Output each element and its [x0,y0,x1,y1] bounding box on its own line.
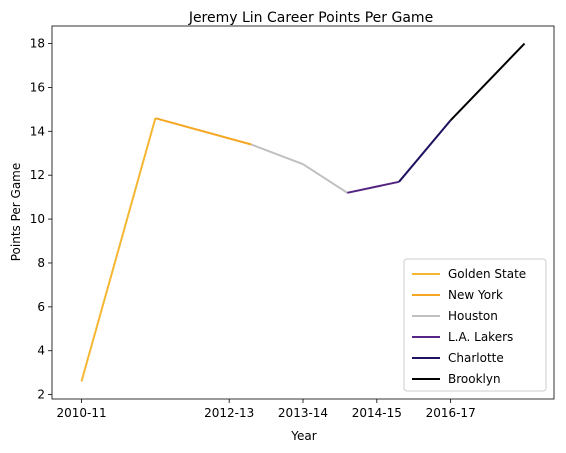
x-axis: 2010-11 2012-13 2013-14 2014-15 2016-17 [56,399,476,420]
y-tick-label: 18 [30,37,45,51]
y-axis: 2 4 6 8 10 12 14 16 18 [30,37,52,402]
y-tick-label: 12 [30,168,45,182]
legend: Golden State New York Houston L.A. Lakers Ch… [403,258,547,392]
series-line-3 [347,180,400,194]
y-tick-label: 2 [37,388,45,402]
y-tick-label: 4 [37,344,45,358]
y-tick-label: 6 [37,300,45,314]
series-line-1 [155,117,252,146]
x-tick-label: 2010-11 [56,406,106,420]
legend-label: L.A. Lakers [448,330,513,344]
x-axis-label: Year [290,429,316,443]
series-line-0 [80,117,157,382]
legend-label: Golden State [448,267,526,281]
legend-label: New York [448,288,503,302]
y-tick-label: 10 [30,212,45,226]
y-axis-label: Points Per Game [9,163,23,262]
legend-label: Houston [448,309,498,323]
y-tick-label: 16 [30,80,45,94]
series-line-5 [449,42,526,121]
plot-lines [80,42,526,382]
x-tick-label: 2013-14 [278,406,328,420]
y-tick-label: 14 [30,124,45,138]
legend-label: Brooklyn [448,372,501,386]
x-tick-label: 2016-17 [426,406,476,420]
x-tick-label: 2014-15 [352,406,402,420]
series-line-2 [250,143,348,194]
series-line-4 [398,119,452,183]
y-tick-label: 8 [37,256,45,270]
x-tick-label: 2012-13 [204,406,254,420]
chart-title: Jeremy Lin Career Points Per Game [188,10,433,26]
legend-label: Charlotte [448,351,504,365]
